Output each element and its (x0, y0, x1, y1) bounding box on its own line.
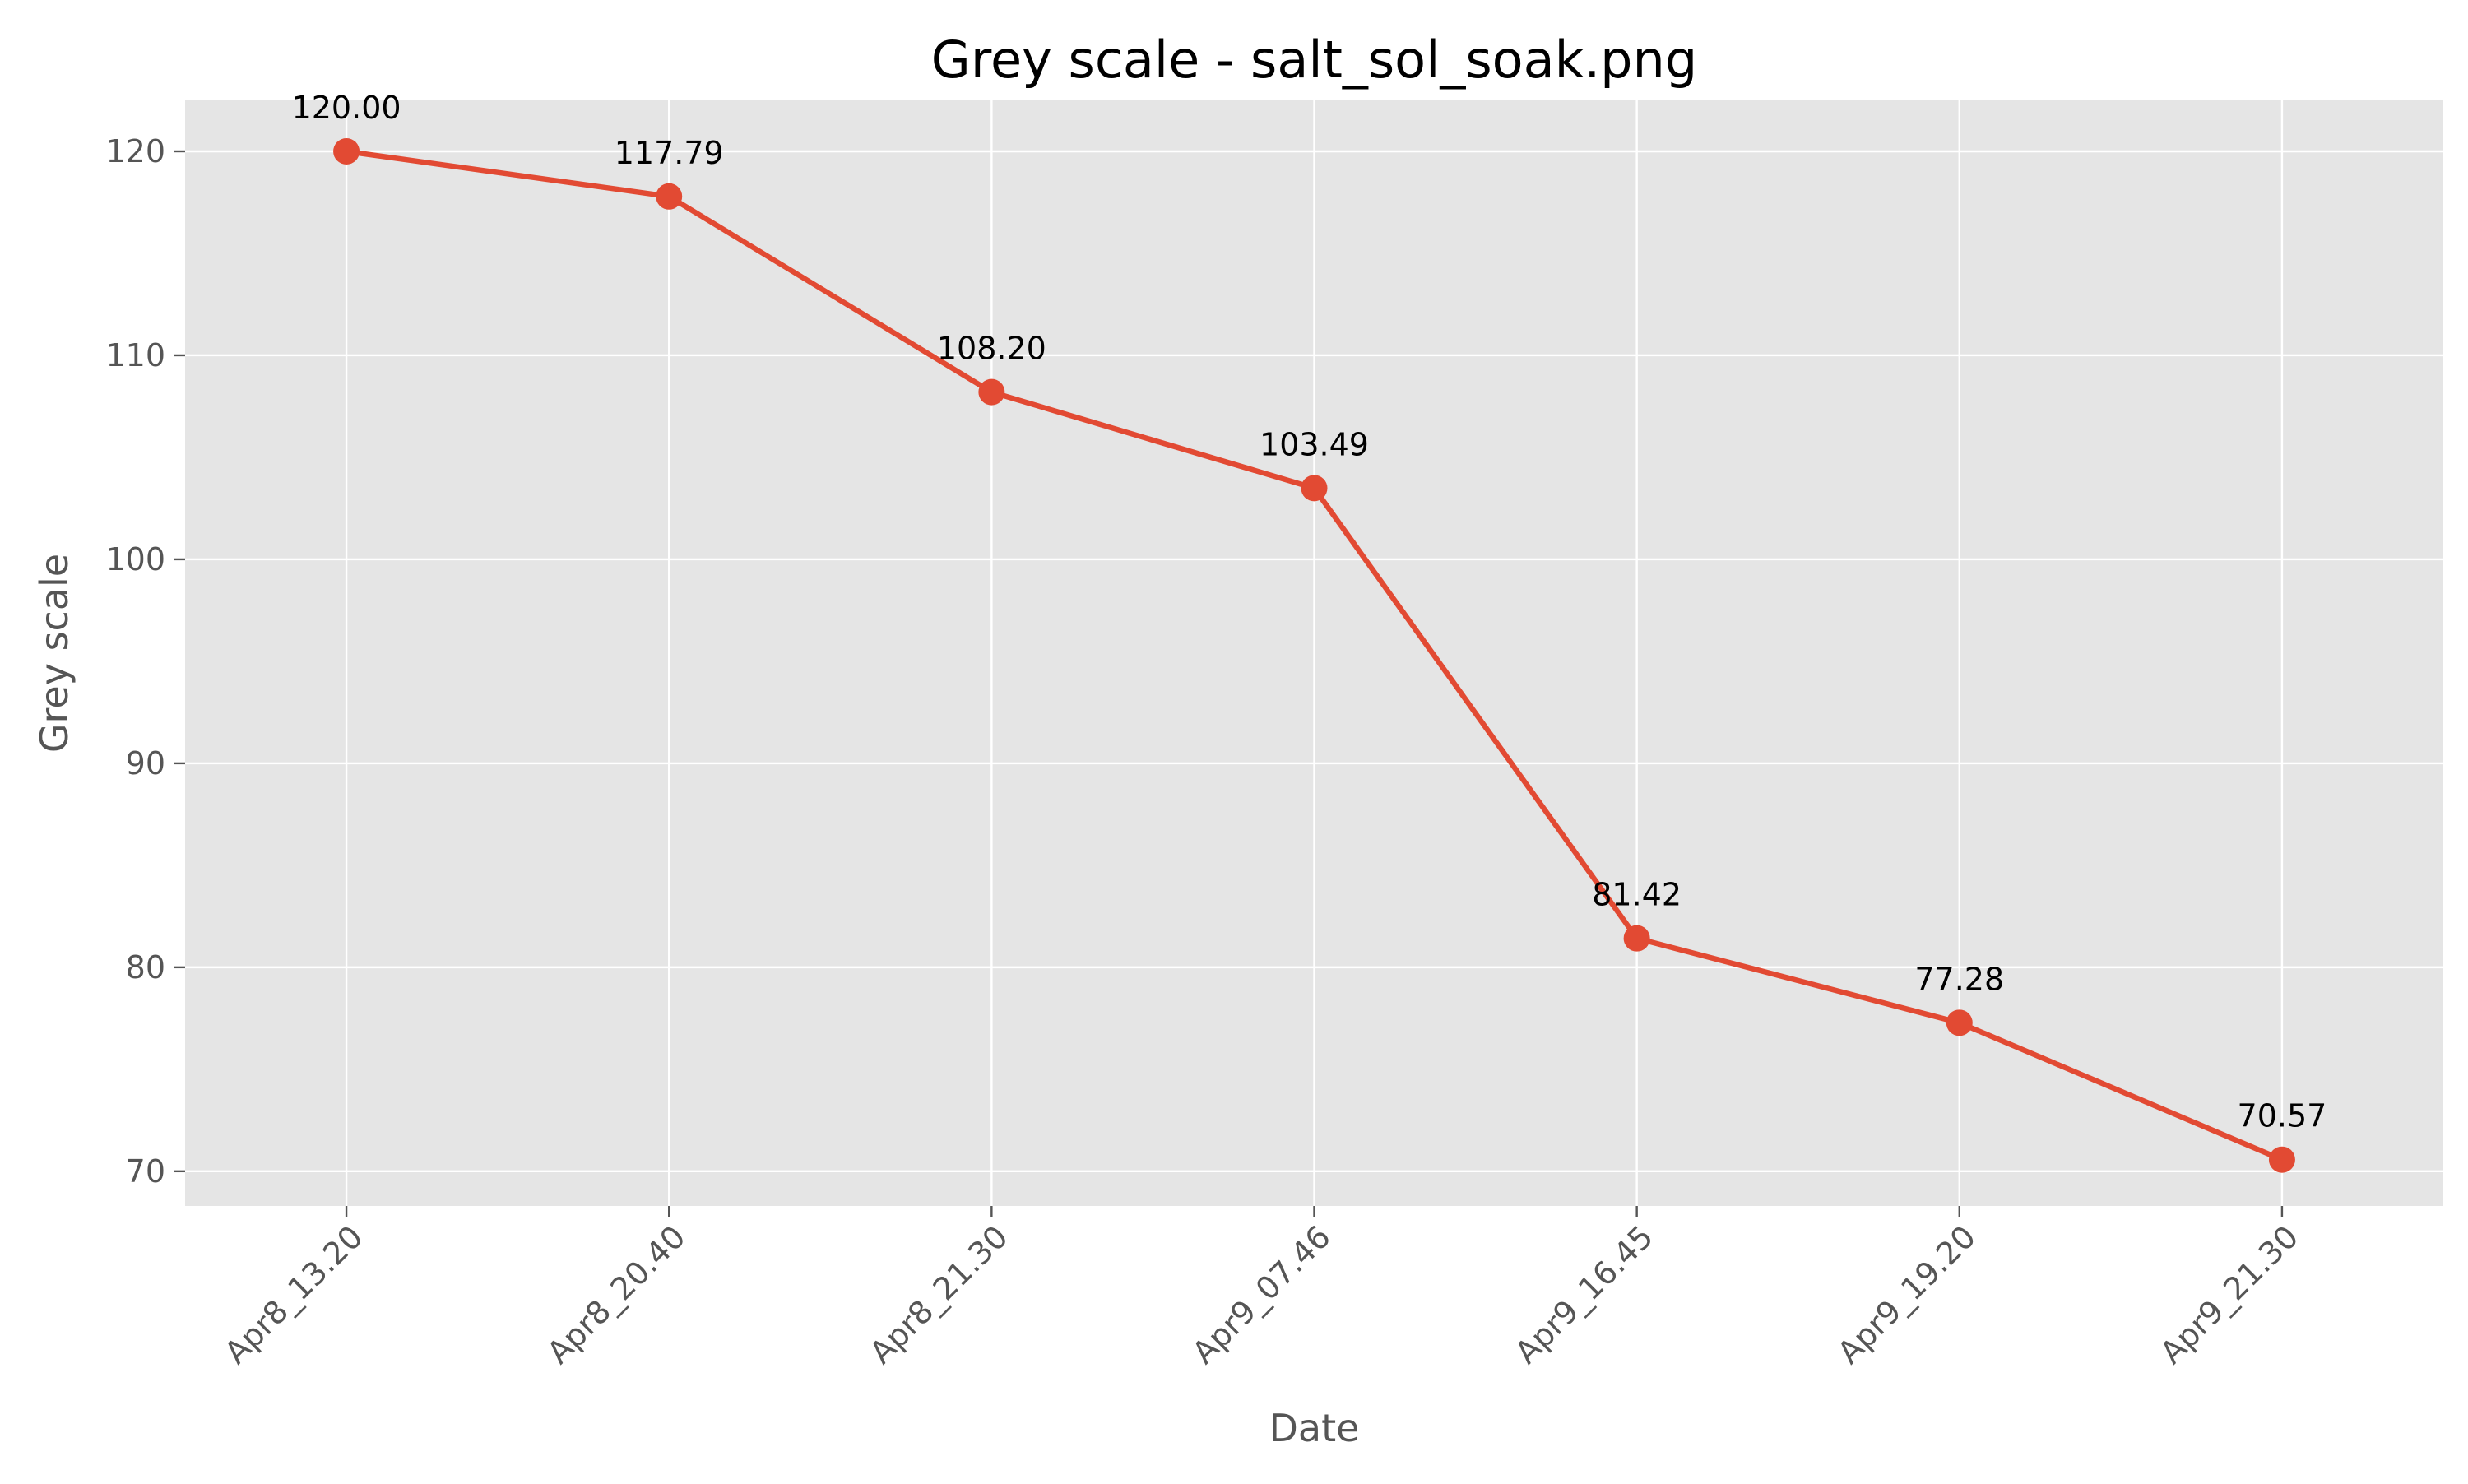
y-tick-label: 80 (126, 949, 165, 985)
x-tick-label: Apr8_13.20 (217, 1218, 369, 1370)
x-tick-label: Apr9_19.20 (1830, 1218, 1983, 1370)
x-tick-label: Apr8_20.40 (540, 1218, 693, 1370)
data-point (333, 137, 360, 165)
data-point (656, 183, 683, 210)
data-label: 77.28 (1914, 961, 2004, 997)
series-layer (333, 137, 2295, 1173)
data-label: 103.49 (1260, 426, 1369, 462)
y-tick-label: 110 (105, 337, 165, 373)
data-point (1623, 925, 1650, 952)
y-tick-label: 100 (105, 541, 165, 577)
x-tick-label: Apr9_07.46 (1185, 1218, 1338, 1370)
data-label: 120.00 (292, 90, 401, 126)
x-tick-label: Apr9_21.30 (2153, 1218, 2305, 1370)
y-tick-label: 70 (126, 1153, 165, 1190)
data-label: 108.20 (937, 331, 1046, 367)
x-axis-label: Date (1269, 1406, 1360, 1450)
x-tick-label: Apr9_16.45 (1508, 1218, 1660, 1370)
data-label: 70.57 (2238, 1098, 2327, 1134)
data-point (1946, 1009, 1973, 1036)
data-point (978, 378, 1005, 406)
data-point (2268, 1146, 2295, 1173)
data-label: 117.79 (615, 135, 724, 171)
y-axis-label: Grey scale (32, 554, 77, 753)
grid-lines (185, 100, 2443, 1206)
data-label: 81.42 (1592, 877, 1682, 913)
data-point (1301, 475, 1328, 502)
x-tick-label: Apr8_21.30 (863, 1218, 1015, 1370)
y-tick-label: 90 (126, 745, 165, 781)
chart-title: Grey scale - salt_sol_soak.png (931, 30, 1697, 90)
y-tick-label: 120 (105, 133, 165, 169)
data-labels: 120.00 117.79 108.20 103.49 81.42 77.28 70.57 (292, 90, 2327, 1134)
